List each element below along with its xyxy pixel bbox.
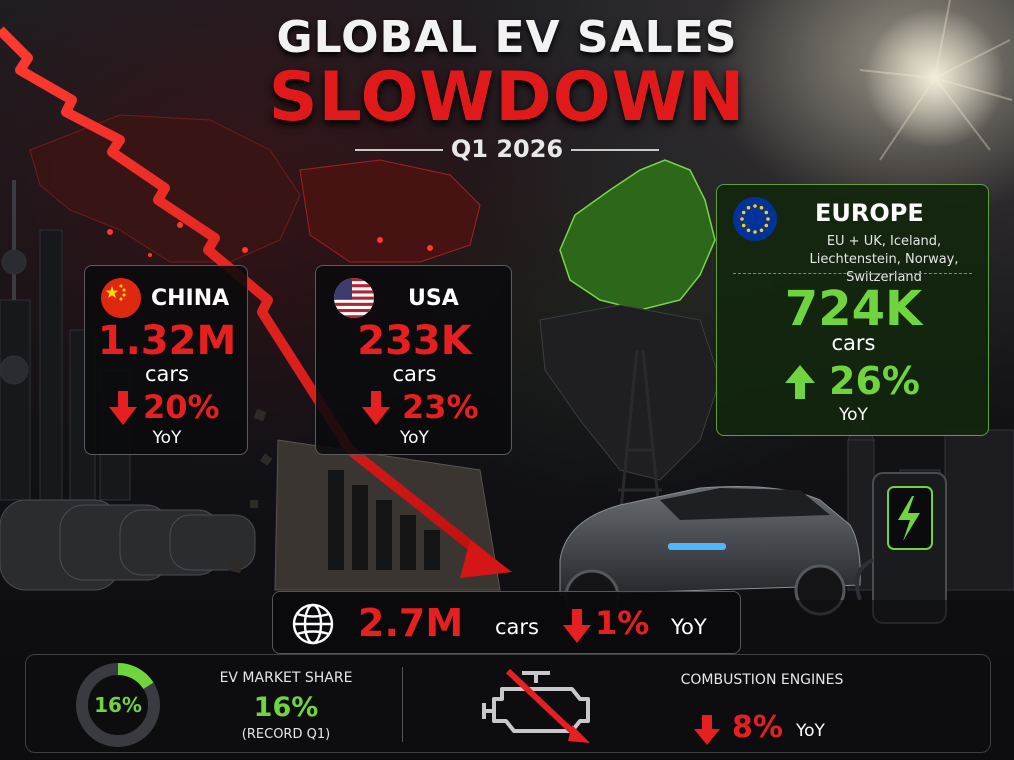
- arrow-down-icon: [109, 391, 137, 425]
- sun-rays: [859, 0, 1013, 161]
- arrow-down-icon: [694, 715, 720, 745]
- engine-icon: [482, 668, 590, 743]
- china-sales-value: 1.32M: [97, 318, 237, 364]
- china-name: CHINA: [151, 286, 230, 311]
- title-line-2: SLOWDOWN: [268, 58, 746, 137]
- china-flag-icon: [101, 278, 141, 318]
- combustion-title: COMBUSTION ENGINES: [680, 672, 844, 688]
- market-share-value: 16%: [253, 692, 319, 723]
- eiffel-tower: [618, 349, 662, 521]
- china-change: 20%: [143, 388, 220, 426]
- period-row: Q1 2026: [355, 135, 659, 163]
- donut-center-label: 16%: [94, 693, 142, 717]
- global-total-bar: 2.7M cars 1% YoY: [272, 591, 741, 654]
- europe-map-glow: [559, 159, 716, 311]
- europe-change-label: YoY: [839, 405, 868, 425]
- china-card: CHINA 1.32M cars 20% YoY: [84, 265, 248, 455]
- global-sales-value: 2.7M: [358, 601, 464, 645]
- period-label: Q1 2026: [450, 135, 564, 163]
- usa-name: USA: [408, 286, 459, 311]
- sun-glow: [865, 8, 1005, 148]
- combustion-change: 8%: [732, 710, 783, 745]
- period-rule-left: [355, 149, 443, 151]
- global-change-label: YoY: [671, 615, 707, 639]
- usa-sales-unit: cars: [392, 362, 437, 386]
- title-line-1: GLOBAL EV SALES: [276, 12, 738, 63]
- falling-trend-arrow: [0, 26, 512, 578]
- global-change: 1%: [595, 604, 650, 642]
- parked-cars: [0, 499, 256, 591]
- europe-card: EUROPE EU + UK, Iceland, Liechtenstein, …: [716, 184, 989, 436]
- arrow-up-icon: [785, 365, 815, 399]
- eu-flag-icon: [733, 197, 777, 241]
- usa-map-highlight: [299, 159, 481, 263]
- usa-sales-value: 233K: [357, 318, 472, 364]
- europe-sales-unit: cars: [831, 331, 876, 355]
- usa-card: USA 233K cars 23% YoY: [315, 265, 512, 455]
- africa-map: [539, 304, 721, 481]
- europe-name: EUROPE: [815, 199, 924, 227]
- combustion-change-label: YoY: [796, 721, 825, 741]
- market-share-donut: [76, 663, 160, 747]
- globe-icon: [292, 603, 334, 645]
- panel-divider: [402, 667, 403, 742]
- market-share-title: EV MARKET SHARE: [219, 670, 353, 686]
- arrow-down-icon: [563, 609, 591, 643]
- usa-change: 23%: [402, 388, 479, 426]
- bar-chart-slots: [328, 470, 440, 570]
- china-change-label: YoY: [152, 428, 182, 448]
- europe-divider: [733, 273, 972, 274]
- strike-line: [505, 668, 583, 742]
- city-lights: [107, 222, 433, 257]
- europe-description: EU + UK, Iceland, Liechtenstein, Norway,…: [809, 234, 959, 285]
- usa-change-label: YoY: [400, 428, 429, 448]
- china-sales-unit: cars: [145, 362, 189, 386]
- usa-flag-icon: [334, 278, 374, 318]
- market-share-note: (RECORD Q1): [241, 727, 331, 742]
- period-rule-right: [571, 149, 659, 151]
- debris: [228, 408, 273, 574]
- europe-sales-value: 724K: [784, 281, 923, 337]
- bottom-stats-panel: 16% EV MARKET SHARE 16% (RECORD Q1) COMB…: [25, 654, 991, 753]
- lightning-icon: [898, 496, 920, 541]
- donut-share-arc: [76, 663, 160, 747]
- europe-change: 26%: [829, 359, 920, 403]
- global-sales-unit: cars: [495, 615, 539, 639]
- arrow-down-icon: [362, 391, 390, 425]
